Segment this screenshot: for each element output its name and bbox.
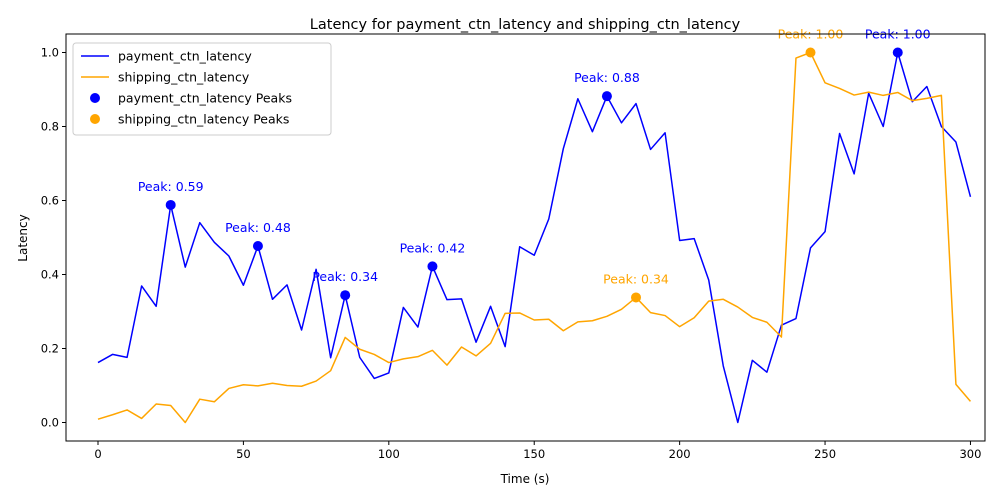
peak-label: Peak: 0.48	[225, 220, 291, 235]
x-axis-label: Time (s)	[500, 472, 550, 486]
legend-marker-swatch	[90, 93, 100, 103]
x-tick-label: 300	[959, 447, 981, 461]
x-tick-label: 0	[94, 447, 101, 461]
peak-marker	[805, 47, 816, 58]
legend-label: payment_ctn_latency Peaks	[118, 91, 292, 106]
x-tick-label: 200	[669, 447, 691, 461]
plot-frame	[65, 33, 986, 442]
legend-label: shipping_ctn_latency Peaks	[118, 112, 289, 127]
y-tick-label: 1.0	[41, 46, 59, 60]
peak-label: Peak: 0.34	[312, 269, 378, 284]
y-tick-label: 0.2	[41, 342, 59, 356]
x-tick-label: 50	[236, 447, 251, 461]
y-tick-label: 0.4	[41, 268, 59, 282]
legend-label: shipping_ctn_latency	[118, 70, 250, 85]
peak-marker	[340, 290, 351, 301]
peak-marker	[165, 199, 176, 210]
legend-box	[72, 42, 332, 136]
y-tick-label: 0.0	[41, 416, 59, 430]
peak-marker	[252, 241, 263, 252]
peak-label: Peak: 0.34	[603, 271, 669, 286]
x-tick-label: 250	[814, 447, 836, 461]
y-axis: 0.0 0.2 0.4 0.6 0.8 1.0	[41, 46, 66, 430]
legend: payment_ctn_latency shipping_ctn_latencyp…	[72, 42, 332, 136]
series-line-payment_ctn_latency	[97, 51, 972, 424]
series-line-shipping_ctn_latency	[97, 51, 972, 424]
legend-marker-swatch	[90, 114, 100, 124]
chart-title: Latency for payment_ctn_latency and ship…	[310, 17, 741, 33]
y-tick-label: 0.8	[41, 120, 59, 134]
peak-marker	[601, 91, 612, 102]
x-tick-label: 150	[523, 447, 545, 461]
y-tick-label: 0.6	[41, 194, 59, 208]
x-tick-label: 100	[378, 447, 400, 461]
legend-label: payment_ctn_latency	[118, 49, 252, 64]
peak-label: Peak: 0.88	[574, 70, 640, 85]
y-axis-label: Latency	[16, 214, 30, 261]
peak-marker	[427, 261, 438, 272]
peak-label: Peak: 0.59	[138, 179, 204, 194]
peak-label: Peak: 0.42	[400, 240, 466, 255]
plot-area: Peak: 0.59 Peak: 0.48 Peak: 0.34 Peak: 0.42…	[97, 27, 972, 424]
peak-marker	[892, 47, 903, 58]
x-axis: 0 50 100 150 200 250 300	[94, 441, 981, 461]
peak-marker	[631, 292, 642, 303]
